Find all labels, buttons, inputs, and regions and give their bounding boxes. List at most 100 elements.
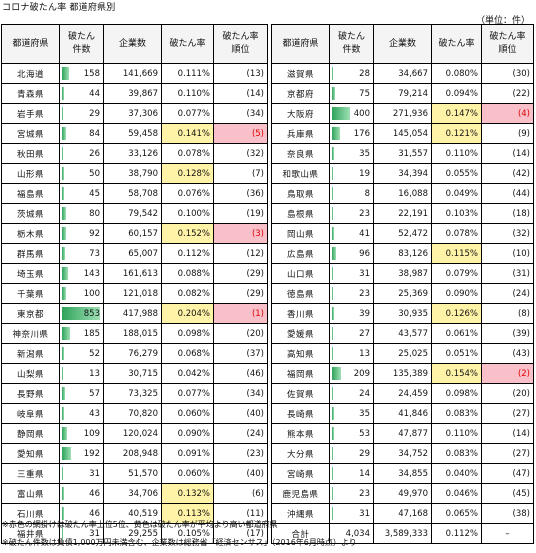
cases-value: 26 (89, 148, 100, 159)
table-row: 島根県 23 22,191 0.103% (18) (271, 203, 534, 224)
pref-cell: 佐賀県 (271, 383, 330, 404)
cases-bar (332, 467, 333, 480)
pref-cell: 香川県 (271, 303, 330, 324)
table-row: 愛媛県 27 43,577 0.061% (39) (271, 323, 534, 344)
table-row: 鹿児島県 23 49,970 0.046% (45) (271, 483, 534, 504)
pref-cell: 長野県 (1, 383, 60, 404)
pref-cell: 宮崎県 (271, 463, 330, 484)
cases-bar (332, 147, 334, 160)
cases-cell: 39 (329, 303, 374, 324)
cases-cell: 92 (59, 223, 104, 244)
cases-value: 29 (359, 448, 370, 459)
table-row: 福岡県 209 135,389 0.154% (2) (271, 363, 534, 384)
rank-cell: (1) (213, 303, 268, 324)
cases-bar (62, 247, 65, 260)
companies-cell: 30,935 (373, 303, 432, 324)
companies-cell: 16,088 (373, 183, 432, 204)
rate-cell: 0.128% (161, 163, 214, 184)
rank-cell: (24) (481, 283, 534, 304)
left-table: 都道府県 破たん 件数 企業数 破たん率 破たん率 順位 北海道 158 141,669… (1, 24, 268, 544)
rate-cell: 0.090% (161, 423, 214, 444)
companies-cell: 31,557 (373, 143, 432, 164)
header-rank-line1: 破たん率 (222, 32, 259, 42)
cases-cell: 73 (59, 243, 104, 264)
rate-cell: 0.042% (161, 363, 214, 384)
cases-cell: 35 (329, 143, 374, 164)
header-pref: 都道府県 (1, 24, 60, 64)
pref-cell: 静岡県 (1, 423, 60, 444)
rank-cell: (6) (213, 483, 268, 504)
table-row: 香川県 39 30,935 0.126% (8) (271, 303, 534, 324)
rate-cell: 0.077% (161, 103, 214, 124)
cases-cell: 31 (59, 463, 104, 484)
rate-cell: 0.060% (161, 403, 214, 424)
cases-bar (332, 447, 333, 460)
table-row: 青森県 44 39,867 0.110% (14) (1, 83, 268, 104)
cases-value: 23 (359, 208, 370, 219)
cases-cell: 50 (59, 163, 104, 184)
pref-cell: 大阪府 (271, 103, 330, 124)
rank-cell: (30) (481, 63, 534, 84)
cases-value: 28 (359, 68, 370, 79)
table-row: 大阪府 400 271,936 0.147% (4) (271, 103, 534, 124)
cases-value: 143 (83, 268, 100, 279)
cases-value: 19 (359, 168, 370, 179)
pref-cell: 愛媛県 (271, 323, 330, 344)
pref-cell: 青森県 (1, 83, 60, 104)
rank-cell: (18) (481, 203, 534, 224)
rate-cell: 0.126% (431, 303, 482, 324)
companies-cell: 47,877 (373, 423, 432, 444)
cases-bar (332, 67, 333, 80)
cases-cell: 13 (329, 343, 374, 364)
companies-cell: 417,988 (103, 303, 162, 324)
cases-cell: 75 (329, 83, 374, 104)
table-row: 長崎県 35 41,846 0.083% (27) (271, 403, 534, 424)
rank-cell: (8) (481, 303, 534, 324)
table-row: 福井県 31 29,255 0.105% (17) (1, 523, 268, 544)
rate-cell: 0.152% (161, 223, 214, 244)
pref-cell: 埼玉県 (1, 263, 60, 284)
cases-cell: 57 (59, 383, 104, 404)
cases-value: 80 (89, 208, 100, 219)
pref-cell: 秋田県 (1, 143, 60, 164)
rate-cell: 0.080% (431, 63, 482, 84)
header-cases: 破たん 件数 (329, 24, 374, 64)
rate-cell: 0.141% (161, 123, 214, 144)
cases-bar (62, 207, 66, 220)
cases-bar (62, 147, 63, 160)
cases-bar (62, 347, 64, 360)
cases-cell: 109 (59, 423, 104, 444)
pref-cell: 富山県 (1, 483, 60, 504)
rank-cell: (47) (481, 463, 534, 484)
cases-value: 158 (83, 68, 100, 79)
rank-cell: (40) (213, 463, 268, 484)
cases-bar (332, 307, 334, 320)
pref-cell: 島根県 (271, 203, 330, 224)
pref-cell: 茨城県 (1, 203, 60, 224)
companies-cell: 34,855 (373, 463, 432, 484)
pref-cell: 新潟県 (1, 343, 60, 364)
pref-cell: 長崎県 (271, 403, 330, 424)
table-row: 宮城県 84 59,458 0.141% (5) (1, 123, 268, 144)
rank-cell: (22) (481, 83, 534, 104)
cases-cell: 44 (59, 83, 104, 104)
cases-value: 209 (353, 368, 370, 379)
rate-cell: 0.090% (431, 283, 482, 304)
cases-bar (332, 267, 333, 280)
companies-cell: 73,325 (103, 383, 162, 404)
cases-bar (332, 127, 340, 140)
pref-cell: 岡山県 (271, 223, 330, 244)
total-cases: 4,034 (329, 523, 374, 544)
cases-bar (62, 447, 71, 460)
cases-cell: 14 (329, 463, 374, 484)
rate-cell: 0.049% (431, 183, 482, 204)
companies-cell: 33,126 (103, 143, 162, 164)
rate-cell: 0.077% (161, 383, 214, 404)
rate-cell: 0.110% (431, 423, 482, 444)
cases-bar (332, 107, 350, 120)
header-cases-line1: 破たん (67, 32, 95, 42)
rate-cell: 0.060% (161, 463, 214, 484)
rate-cell: 0.078% (431, 223, 482, 244)
rank-cell: (27) (481, 403, 534, 424)
pref-cell: 愛知県 (1, 443, 60, 464)
